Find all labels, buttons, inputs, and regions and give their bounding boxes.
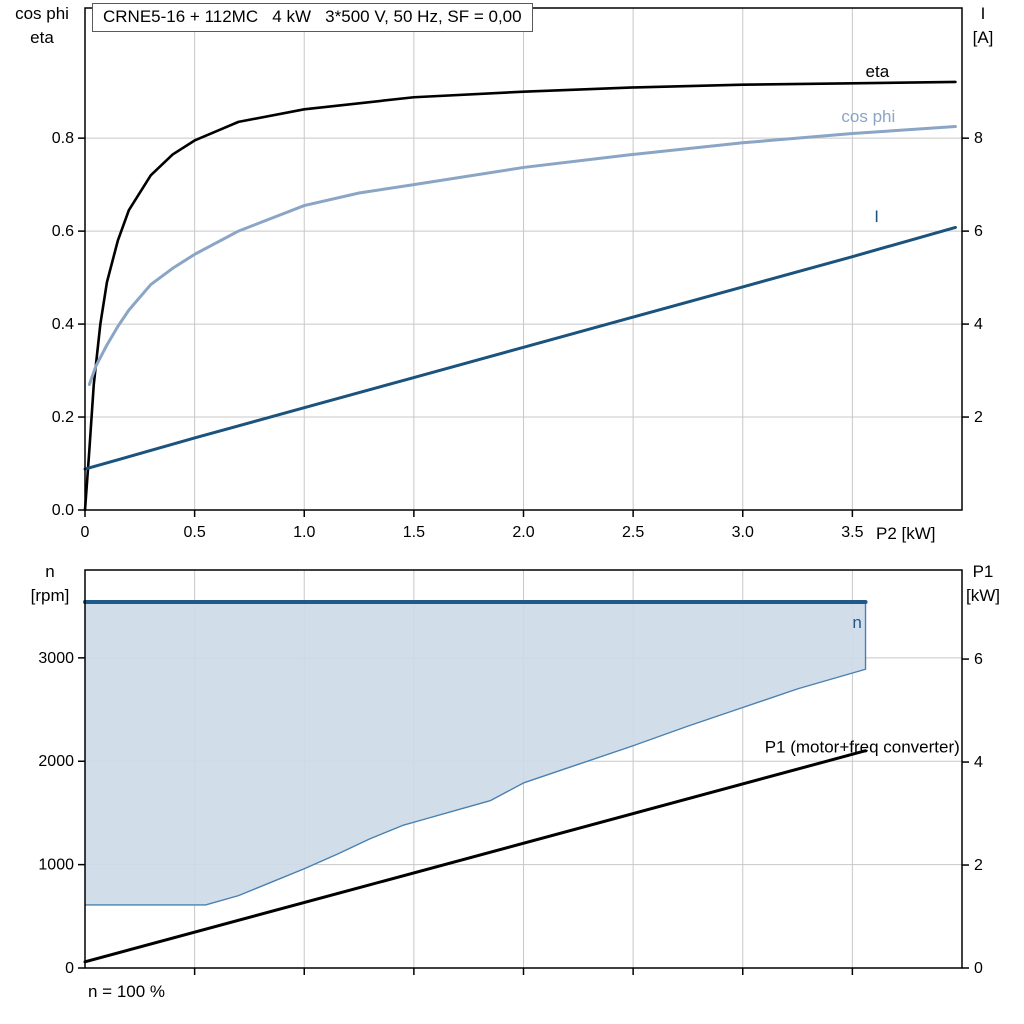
x-tick-label: 0.5 bbox=[184, 524, 206, 541]
x-tick-label: 1.5 bbox=[403, 524, 425, 541]
y-tick-label-right: 2 bbox=[974, 857, 983, 874]
y-tick-label-left: 0.8 bbox=[52, 130, 74, 147]
series-p1 bbox=[83, 749, 868, 964]
y-tick-label-left: 0.6 bbox=[52, 223, 74, 240]
series-cos-phi bbox=[87, 125, 957, 386]
series-label: n bbox=[852, 613, 861, 632]
y-tick-label-right: 6 bbox=[974, 223, 983, 240]
chart2-right-axis-title-line2: [kW] bbox=[966, 586, 1000, 605]
series-n-min-boundary bbox=[84, 601, 867, 906]
y-tick-label-left: 3000 bbox=[38, 650, 74, 667]
y-tick-label-right: 6 bbox=[974, 651, 983, 668]
chart-2: 0 1000 2000 3000 0 2 4 6 n P1 (motor+freq convert… bbox=[38, 569, 983, 977]
y-tick-label-right: 0 bbox=[974, 960, 983, 977]
x-tick-label: 2.5 bbox=[622, 524, 644, 541]
y-tick-label-right: 4 bbox=[974, 754, 983, 771]
series-label: I bbox=[874, 207, 879, 226]
chart2-right-axis-title-line1: P1 bbox=[972, 562, 994, 581]
series-label: cos phi bbox=[841, 107, 895, 126]
x-tick-label: 1.0 bbox=[293, 524, 315, 541]
series-current bbox=[83, 225, 957, 471]
series-label: eta bbox=[866, 62, 890, 81]
y-tick-label-left: 0.4 bbox=[52, 316, 74, 333]
speed-operating-range-region bbox=[85, 602, 866, 905]
y-tick-label-right: 4 bbox=[974, 316, 983, 333]
chart1-x-axis-title: P2 [kW] bbox=[876, 524, 936, 543]
chart1-left-axis-title-line2: eta bbox=[30, 28, 54, 47]
chart1-right-axis-title-line1: I bbox=[980, 4, 986, 23]
x-tick-label: 3.5 bbox=[841, 524, 863, 541]
speed-footnote: n = 100 % bbox=[88, 982, 166, 1001]
y-tick-label-right: 8 bbox=[974, 130, 983, 147]
y-tick-label-left: 0.0 bbox=[52, 502, 74, 519]
chart1-left-axis-title-line1: cos phi bbox=[15, 4, 69, 23]
y-tick-label-left: 0 bbox=[65, 960, 74, 977]
chart1-right-axis-title-line2: [A] bbox=[972, 28, 994, 47]
y-tick-label-left: 2000 bbox=[38, 753, 74, 770]
x-tick-label: 0 bbox=[81, 524, 90, 541]
series-label: P1 (motor+freq converter) bbox=[765, 737, 960, 756]
chart2-left-axis-title-line1: n bbox=[45, 562, 55, 581]
chart-title: CRNE5-16 + 112MC 4 kW 3*500 V, 50 Hz, SF… bbox=[92, 3, 533, 32]
chart2-left-axis-title-line2: [rpm] bbox=[30, 586, 70, 605]
y-tick-label-left: 0.2 bbox=[52, 409, 74, 426]
series-eta bbox=[83, 80, 957, 512]
x-tick-label: 2.0 bbox=[512, 524, 534, 541]
y-tick-label-right: 2 bbox=[974, 409, 983, 426]
x-tick-label: 3.0 bbox=[732, 524, 754, 541]
chart-1: 0 0.5 1.0 1.5 2.0 2.5 3.0 3.5 0.0 0.2 0.4 0.6 0.8 2 4 6… bbox=[52, 7, 983, 541]
y-tick-label-left: 1000 bbox=[38, 857, 74, 874]
